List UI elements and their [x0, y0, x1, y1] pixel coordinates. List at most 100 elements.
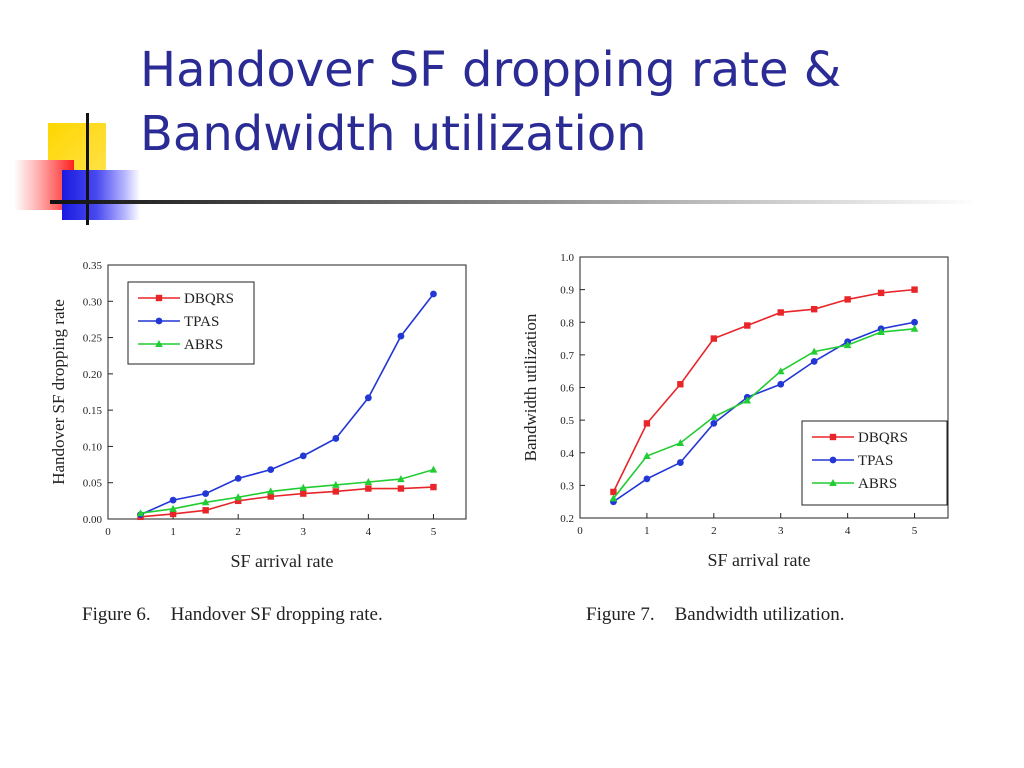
title-underline [50, 200, 980, 204]
fig6-legend-label: TPAS [184, 314, 219, 330]
fig7-y-tick-label: 0.2 [560, 513, 574, 525]
fig7-y-tick-label: 0.8 [560, 317, 574, 329]
fig6-y-tick-label: 0.30 [83, 296, 103, 308]
fig7-point [877, 328, 885, 336]
fig6-y-tick-label: 0.10 [83, 441, 103, 453]
figure-6-caption: Figure 6. Handover SF dropping rate. [82, 604, 383, 626]
fig6-y-tick-label: 0.15 [83, 405, 103, 417]
fig7-point [810, 358, 818, 365]
fig7-line-dbqrs [612, 288, 915, 493]
figure-7-number: Figure 7. [586, 604, 655, 625]
fig6-point [155, 340, 163, 347]
fig6-point [364, 477, 373, 485]
fig6-point [169, 504, 177, 512]
fig7-point [710, 412, 718, 420]
fig7-line-tpas [613, 321, 915, 503]
fig6-point [430, 290, 437, 298]
fig6-y-tick-label: 0.35 [83, 260, 103, 272]
decor-vertical-line [86, 113, 89, 225]
fig6-line-dbqrs [140, 486, 434, 518]
fig7-point [777, 380, 785, 388]
fig6-legend-box [127, 281, 255, 365]
fig7-point [810, 306, 818, 313]
fig7-series-tpas [610, 318, 918, 506]
bandwidth-utilization-chart: 0.2 0.3 0.4 0.5 0.6 0.7 0.8 0.9 1.0 0 1 2 3 4 5 SF arri… [520, 240, 960, 589]
fig7-point [810, 347, 818, 355]
fig6-x-tick-label: 0 [105, 526, 111, 538]
fig7-point [610, 488, 617, 496]
fig7-point [843, 341, 852, 349]
fig7-x-tick-label: 5 [912, 525, 918, 537]
fig7-point [744, 322, 751, 329]
fig7-x-tick-label: 0 [577, 525, 583, 537]
fig6-point [430, 483, 437, 491]
slide-title: Handover SF dropping rate & Bandwidth ut… [140, 38, 1000, 166]
dropping-rate-chart-svg: 0.00 0.05 0.10 0.15 0.20 0.25 0.30 0.35 0 1 2 3 4 5 SF… [49, 260, 467, 571]
fig7-point [877, 289, 885, 297]
fig6-legend-label: ABRS [184, 337, 223, 353]
fig6-y-tick-label: 0.25 [83, 333, 103, 345]
fig7-y-tick-label: 0.7 [560, 350, 574, 362]
fig6-point [266, 487, 275, 495]
fig6-point [169, 510, 177, 518]
fig6-point [234, 497, 242, 505]
fig7-x-tick-label: 4 [845, 525, 851, 537]
fig6-point [397, 332, 405, 340]
fig7-point [676, 459, 684, 466]
fig7-legend: DBQRS TPAS ABRS [801, 420, 948, 506]
fig6-x-tick-label: 5 [431, 526, 437, 538]
fig7-point [677, 381, 684, 388]
fig6-point [234, 474, 242, 482]
figure-7-text: Bandwidth utilization. [674, 604, 845, 625]
fig6-point [332, 435, 340, 442]
fig6-series-tpas [137, 290, 437, 519]
fig7-point [643, 420, 651, 427]
figure-6-text: Handover SF dropping rate. [170, 604, 383, 625]
fig6-point [299, 452, 307, 460]
fig7-x-tick-label: 1 [644, 525, 650, 537]
fig7-y-tick-label: 0.6 [560, 383, 574, 395]
fig6-x-tick-label: 2 [235, 526, 241, 538]
fig6-point [299, 483, 308, 491]
fig7-y-axis-label: Bandwidth utilization [521, 313, 540, 461]
fig6-point [234, 493, 242, 501]
fig7-point [911, 286, 918, 293]
fig6-x-tick-label: 4 [366, 526, 372, 538]
figure-6-number: Figure 6. [82, 604, 151, 625]
fig6-x-axis-label: SF arrival rate [231, 551, 334, 571]
fig7-y-tick-label: 0.5 [560, 415, 574, 427]
fig6-y-tick-label: 0.05 [83, 478, 103, 490]
fig7-point [844, 296, 851, 303]
fig6-point [267, 466, 275, 474]
fig6-point [429, 465, 438, 473]
fig6-point [201, 498, 210, 506]
fig6-series-abrs [136, 465, 438, 517]
fig6-point [202, 490, 210, 497]
fig6-point [136, 509, 145, 517]
bandwidth-utilization-chart-svg: 0.2 0.3 0.4 0.5 0.6 0.7 0.8 0.9 1.0 0 1 2 3 4 5 SF arri… [521, 252, 949, 570]
fig7-point [710, 419, 718, 427]
fig7-point [643, 452, 651, 460]
slide-title-line-1: Handover SF dropping rate & [140, 42, 842, 98]
fig7-legend-label: ABRS [858, 476, 897, 492]
fig6-point [397, 475, 405, 483]
fig6-x-tick-label: 3 [301, 526, 307, 538]
fig7-point [911, 318, 918, 326]
fig7-line-abrs [612, 327, 915, 499]
fig7-legend-box [801, 420, 948, 506]
fig6-line-tpas [140, 293, 435, 516]
dropping-rate-chart: 0.00 0.05 0.10 0.15 0.20 0.25 0.30 0.35 0 1 2 3 4 5 SF… [40, 240, 480, 589]
fig6-point [364, 394, 372, 402]
fig7-series-dbqrs [610, 286, 918, 496]
fig7-point [829, 456, 837, 464]
fig6-point [202, 507, 209, 514]
fig6-point [332, 488, 340, 495]
fig7-legend-label: DBQRS [858, 430, 908, 446]
fig7-y-tick-label: 0.3 [560, 480, 574, 492]
fig6-point [169, 496, 177, 504]
fig6-legend: DBQRS TPAS ABRS [127, 281, 255, 365]
fig7-x-tick-label: 2 [711, 525, 717, 537]
fig7-legend-label: TPAS [858, 453, 893, 469]
fig6-point [365, 485, 372, 492]
fig6-point [332, 480, 340, 488]
